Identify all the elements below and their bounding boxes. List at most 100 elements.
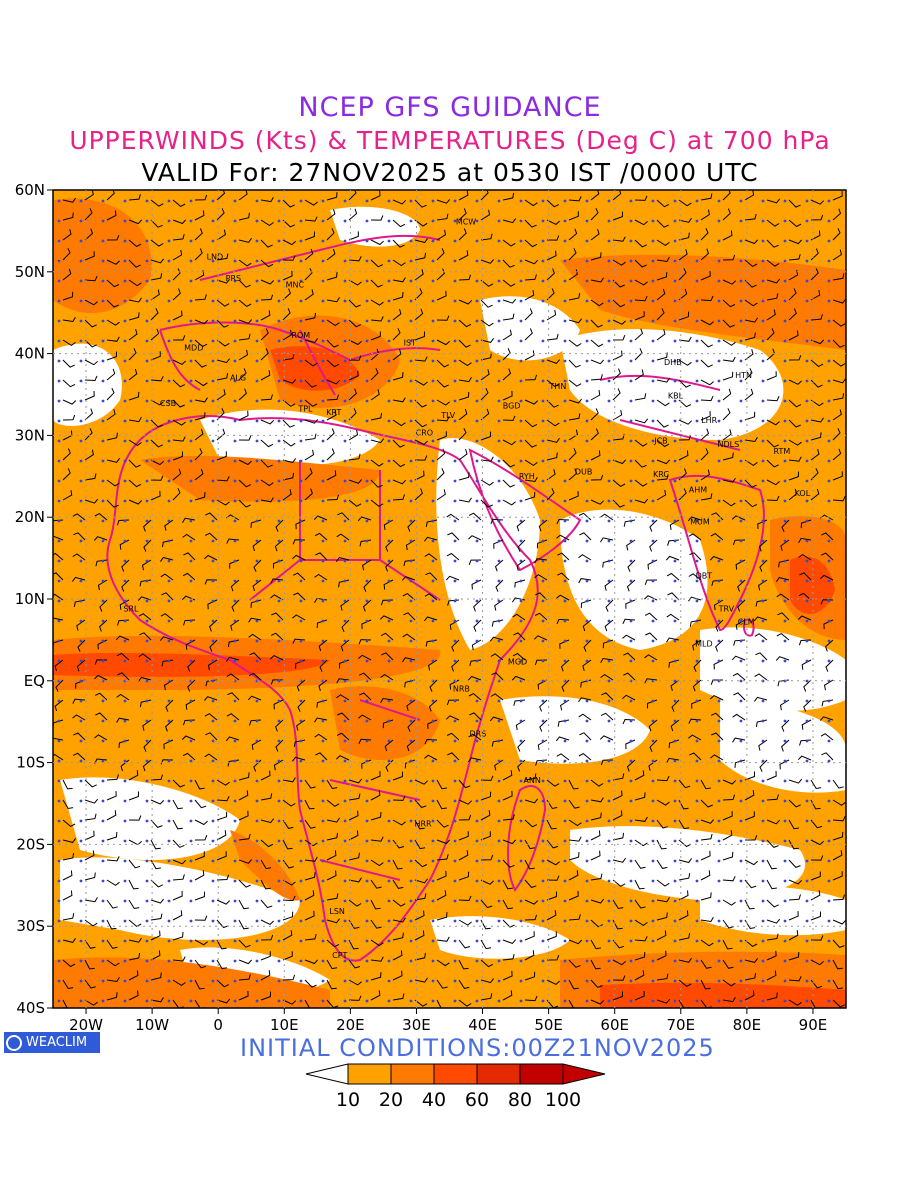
- wind-barb: [72, 698, 86, 704]
- temperature-marker: [783, 239, 787, 243]
- temperature-marker: [233, 339, 237, 343]
- wind-barb: [337, 512, 350, 521]
- temperature-marker: [761, 799, 765, 803]
- wind-barb: [106, 856, 120, 862]
- wind-barb: [722, 811, 733, 821]
- wind-barb: [744, 479, 757, 488]
- temperature-marker: [541, 319, 545, 323]
- temperature-marker: [563, 639, 567, 643]
- temperature-marker: [805, 379, 809, 383]
- wind-barb: [516, 519, 526, 532]
- temperature-marker: [805, 979, 809, 983]
- wind-barb: [744, 349, 754, 361]
- wind-barb: [612, 832, 625, 841]
- wind-barb: [467, 675, 482, 681]
- wind-barb: [348, 979, 362, 986]
- temperature-marker: [277, 859, 281, 863]
- temperature-marker: [431, 239, 435, 243]
- wind-barb: [737, 599, 746, 612]
- temperature-marker: [629, 859, 633, 863]
- temperature-marker: [695, 619, 699, 623]
- temperature-marker: [409, 299, 413, 303]
- wind-barb: [766, 293, 779, 301]
- temperature-marker: [761, 619, 765, 623]
- temperature-marker: [79, 299, 83, 303]
- temperature-marker: [365, 439, 369, 443]
- lon-label: 20E: [336, 1016, 365, 1034]
- temperature-marker: [167, 299, 171, 303]
- wind-barb: [634, 951, 646, 961]
- wind-barb: [84, 830, 95, 841]
- temperature-marker: [519, 919, 523, 923]
- wind-barb: [260, 951, 271, 961]
- wind-barb: [656, 930, 667, 941]
- temperature-marker: [365, 739, 369, 743]
- temperature-marker: [651, 739, 655, 743]
- temperature-marker: [233, 219, 237, 223]
- temperature-marker: [453, 979, 457, 983]
- temperature-marker: [805, 499, 809, 503]
- wind-barb: [106, 939, 118, 949]
- wind-barb: [766, 439, 779, 448]
- temperature-marker: [563, 839, 567, 843]
- wind-barb: [137, 596, 152, 601]
- wind-barb: [194, 835, 208, 841]
- temperature-marker: [761, 879, 765, 883]
- temperature-marker: [409, 259, 413, 263]
- wind-barb: [700, 939, 714, 947]
- temperature-marker: [585, 799, 589, 803]
- temperature-marker: [343, 519, 347, 523]
- wind-barb: [568, 379, 582, 387]
- temperature-marker: [409, 419, 413, 423]
- wind-barb: [798, 537, 812, 543]
- temperature-marker: [189, 599, 193, 603]
- temperature-marker: [497, 959, 501, 963]
- temperature-marker: [387, 759, 391, 763]
- temperature-marker: [453, 559, 457, 563]
- wind-barb: [314, 532, 328, 541]
- temperature-marker: [541, 579, 545, 583]
- wind-barb: [414, 999, 428, 1007]
- temperature-marker: [629, 659, 633, 663]
- wind-barb: [216, 811, 228, 821]
- temperature-marker: [189, 819, 193, 823]
- temperature-marker: [475, 419, 479, 423]
- temperature-marker: [365, 359, 369, 363]
- wind-barb: [665, 555, 680, 561]
- temperature-marker: [475, 899, 479, 903]
- wind-barb: [370, 389, 380, 401]
- temperature-marker: [629, 459, 633, 463]
- wind-barb: [578, 752, 592, 761]
- temperature-marker: [739, 839, 743, 843]
- temperature-marker: [255, 299, 259, 303]
- temperature-marker: [519, 799, 523, 803]
- temperature-marker: [79, 659, 83, 663]
- wind-barb: [260, 348, 269, 361]
- wind-barb: [758, 539, 768, 552]
- temperature-marker: [541, 639, 545, 643]
- wind-barb: [304, 959, 319, 965]
- temperature-marker: [145, 859, 149, 863]
- wind-barb: [810, 871, 821, 881]
- wind-barb: [106, 387, 115, 401]
- temperature-marker: [79, 799, 83, 803]
- temperature-marker: [387, 819, 391, 823]
- wind-barb: [480, 791, 492, 801]
- wind-barb: [513, 632, 526, 641]
- temperature-marker: [475, 239, 479, 243]
- temperature-marker: [409, 819, 413, 823]
- temperature-marker: [607, 379, 611, 383]
- temperature-marker: [387, 279, 391, 283]
- wind-barb: [678, 839, 692, 848]
- temperature-marker: [255, 939, 259, 943]
- wind-barb: [436, 959, 450, 967]
- temperature-marker: [79, 959, 83, 963]
- wind-barb: [194, 210, 205, 221]
- temperature-marker: [79, 719, 83, 723]
- temperature-marker: [277, 479, 281, 483]
- temperature-marker: [607, 799, 611, 803]
- wind-barb: [788, 330, 799, 341]
- temperature-marker: [101, 199, 105, 203]
- wind-barb: [524, 819, 538, 828]
- wind-barb: [172, 310, 183, 321]
